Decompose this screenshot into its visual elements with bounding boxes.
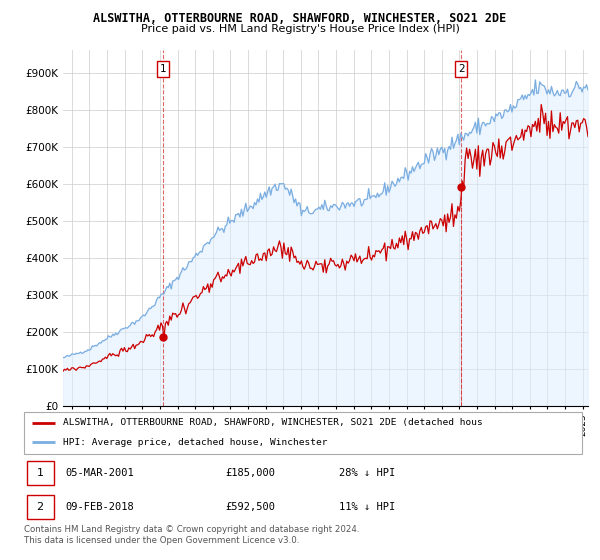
Text: Price paid vs. HM Land Registry's House Price Index (HPI): Price paid vs. HM Land Registry's House … xyxy=(140,24,460,34)
Text: £185,000: £185,000 xyxy=(225,468,275,478)
Text: 09-FEB-2018: 09-FEB-2018 xyxy=(66,502,134,512)
Text: 2: 2 xyxy=(37,502,44,512)
Text: 2: 2 xyxy=(458,64,464,74)
FancyBboxPatch shape xyxy=(24,412,582,454)
Text: 05-MAR-2001: 05-MAR-2001 xyxy=(66,468,134,478)
Text: HPI: Average price, detached house, Winchester: HPI: Average price, detached house, Winc… xyxy=(63,438,328,447)
Text: ALSWITHA, OTTERBOURNE ROAD, SHAWFORD, WINCHESTER, SO21 2DE (detached hous: ALSWITHA, OTTERBOURNE ROAD, SHAWFORD, WI… xyxy=(63,418,483,427)
FancyBboxPatch shape xyxy=(27,496,53,519)
Text: 1: 1 xyxy=(37,468,44,478)
Text: 28% ↓ HPI: 28% ↓ HPI xyxy=(339,468,395,478)
Text: 1: 1 xyxy=(160,64,166,74)
Text: Contains HM Land Registry data © Crown copyright and database right 2024.
This d: Contains HM Land Registry data © Crown c… xyxy=(24,525,359,545)
Text: 11% ↓ HPI: 11% ↓ HPI xyxy=(339,502,395,512)
Text: ALSWITHA, OTTERBOURNE ROAD, SHAWFORD, WINCHESTER, SO21 2DE: ALSWITHA, OTTERBOURNE ROAD, SHAWFORD, WI… xyxy=(94,12,506,25)
FancyBboxPatch shape xyxy=(27,461,53,484)
Text: £592,500: £592,500 xyxy=(225,502,275,512)
